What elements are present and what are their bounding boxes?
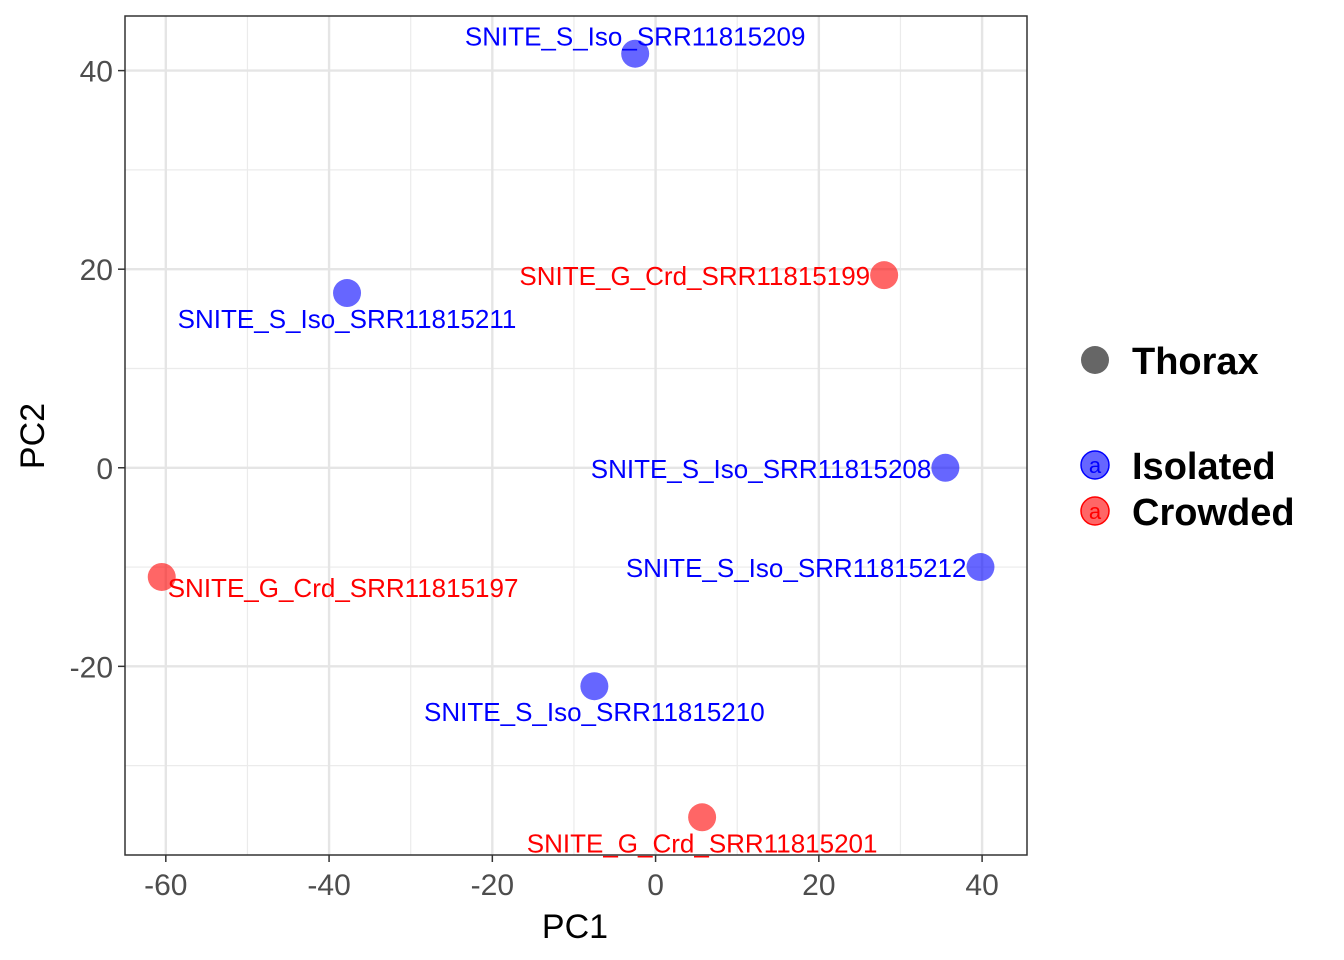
panel-border bbox=[124, 15, 1028, 856]
y-tick-label: 40 bbox=[80, 56, 113, 89]
x-tick-label: -60 bbox=[144, 869, 187, 902]
legend-key-crowded bbox=[1080, 496, 1110, 526]
x-tick-label: -20 bbox=[471, 869, 514, 902]
point-label: SNITE_S_Iso_SRR11815208 bbox=[591, 454, 932, 484]
grid-major bbox=[125, 16, 1027, 855]
x-axis: -60 -40 -20 0 20 40 bbox=[144, 855, 999, 902]
grid-minor bbox=[125, 16, 1027, 855]
y-tick-label: 0 bbox=[96, 453, 113, 486]
data-point bbox=[870, 261, 899, 290]
x-tick-label: 0 bbox=[647, 869, 664, 902]
data-points bbox=[147, 39, 995, 832]
legend-key-isolated bbox=[1080, 450, 1110, 480]
point-labels: SNITE_S_Iso_SRR11815209 SNITE_G_Crd_SRR11… bbox=[168, 22, 967, 859]
x-tick-label: -40 bbox=[307, 869, 350, 902]
data-point bbox=[931, 453, 960, 482]
data-point bbox=[621, 39, 650, 68]
y-tick-label: 20 bbox=[80, 254, 113, 287]
y-tick-label: -20 bbox=[70, 651, 113, 684]
plot-panel: SNITE_S_Iso_SRR11815209 SNITE_G_Crd_SRR11… bbox=[124, 15, 1028, 859]
data-point bbox=[333, 279, 362, 308]
legend-key-shape bbox=[1081, 346, 1109, 374]
data-point bbox=[966, 553, 995, 582]
point-label: SNITE_S_Iso_SRR11815210 bbox=[424, 697, 765, 727]
legend-label: Crowded bbox=[1132, 492, 1295, 534]
legend-label: Thorax bbox=[1132, 341, 1259, 383]
data-point bbox=[580, 672, 609, 701]
point-label: SNITE_S_Iso_SRR11815212 bbox=[626, 553, 967, 583]
y-axis-title: PC2 bbox=[14, 403, 52, 469]
point-label: SNITE_G_Crd_SRR11815197 bbox=[168, 573, 519, 603]
data-point bbox=[147, 562, 176, 591]
panel-background bbox=[125, 16, 1027, 855]
point-label: SNITE_S_Iso_SRR11815211 bbox=[178, 304, 517, 334]
x-tick-label: 20 bbox=[802, 869, 835, 902]
point-label: SNITE_S_Iso_SRR11815209 bbox=[465, 22, 806, 52]
y-axis: -20 0 20 40 bbox=[70, 56, 125, 684]
legend-key-glyph: a bbox=[1089, 499, 1102, 524]
x-axis-title: PC1 bbox=[542, 908, 608, 946]
data-point bbox=[688, 803, 717, 832]
legend: Thorax a Isolated a Crowded bbox=[1080, 341, 1295, 534]
point-label: SNITE_G_Crd_SRR11815201 bbox=[527, 828, 878, 858]
x-tick-label: 40 bbox=[965, 869, 998, 902]
legend-key-glyph: a bbox=[1089, 453, 1102, 478]
legend-label: Isolated bbox=[1132, 446, 1276, 488]
point-label: SNITE_G_Crd_SRR11815199 bbox=[519, 261, 870, 291]
